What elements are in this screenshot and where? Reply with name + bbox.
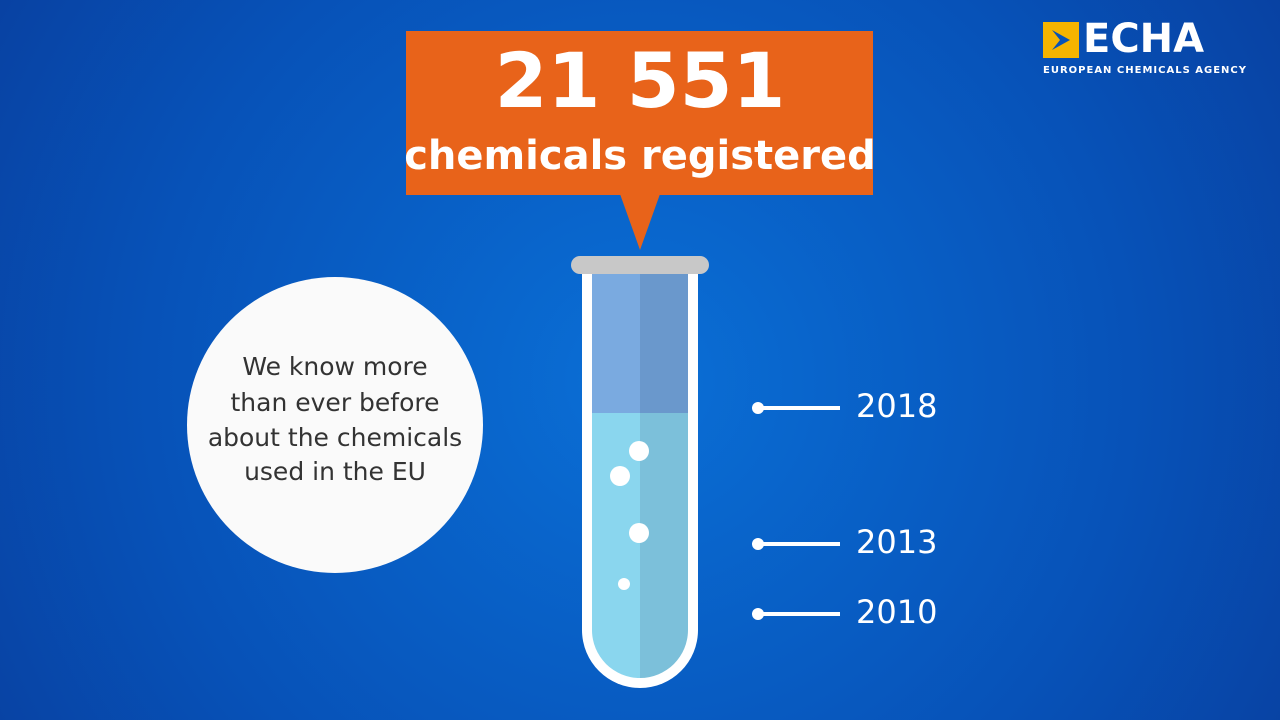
callout-label: chemicals registered [404,133,876,179]
callout: 21 551 chemicals registered [404,31,876,250]
logo-mark-cut [1052,30,1070,50]
callout-number: 21 551 [495,36,786,125]
timeline-year: 2018 [856,387,937,425]
bubble-line: used in the EU [244,457,426,486]
logo-subtitle: EUROPEAN CHEMICALS AGENCY [1043,65,1247,76]
logo: ECHA EUROPEAN CHEMICALS AGENCY [1043,16,1247,76]
timeline-year: 2010 [856,593,937,631]
tube-cap [571,256,709,274]
bubble-circle [187,277,483,573]
bubble-dot [629,523,649,543]
bubble-dot [618,578,630,590]
callout-box [406,31,873,195]
test-tube [571,256,709,688]
bubble-line: We know more [242,352,427,381]
bubble-line: about the chemicals [208,423,462,452]
bubble-dot [629,441,649,461]
timeline-year: 2013 [856,523,937,561]
bubble-dot [610,466,630,486]
tube-fill-upper [640,274,688,414]
bubble: We know more than ever before about the … [187,277,483,573]
tube-fill-upper [592,274,640,414]
logo-name: ECHA [1083,16,1204,62]
bubble-line: than ever before [231,388,440,417]
callout-pointer [620,194,660,250]
timeline: 2018 2013 2010 [752,387,937,631]
tube-fill-lower [640,413,688,678]
